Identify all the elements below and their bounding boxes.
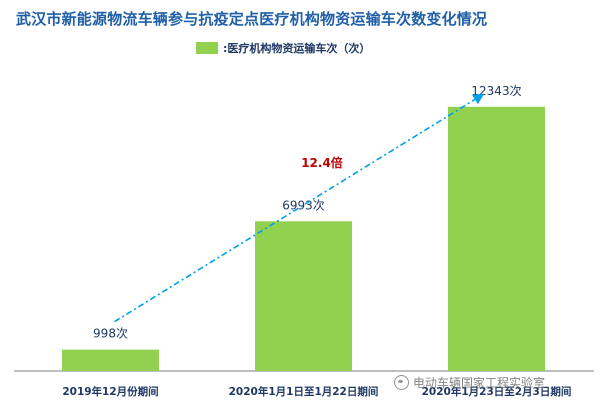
growth-annotation: 12.4倍 — [301, 155, 343, 170]
chart-title: 武汉市新能源物流车辆参与抗疫定点医疗机构物资运输车次数变化情况 — [16, 10, 488, 28]
wechat-icon — [394, 375, 409, 390]
trend-arrow — [114, 93, 485, 323]
legend: :医疗机构物资运输车次（次） — [196, 40, 370, 56]
legend-swatch — [196, 42, 218, 54]
x-tick-label: 2019年12月份期间 — [62, 385, 158, 398]
data-label: 998次 — [93, 327, 128, 341]
watermark-text: 电动车辆国家工程实验室 — [413, 376, 546, 390]
watermark: 电动车辆国家工程实验室 — [394, 374, 545, 391]
legend-label: :医疗机构物资运输车次（次） — [223, 42, 371, 55]
bar — [62, 349, 159, 371]
bar — [255, 221, 352, 371]
x-tick-label: 2020年1月23日至2月3日期间 — [422, 385, 572, 398]
bar — [448, 106, 545, 371]
x-tick-label: 2020年1月1日至1月22日期间 — [229, 385, 379, 398]
data-label: 12343次 — [471, 84, 521, 98]
data-label: 6993次 — [282, 198, 325, 212]
